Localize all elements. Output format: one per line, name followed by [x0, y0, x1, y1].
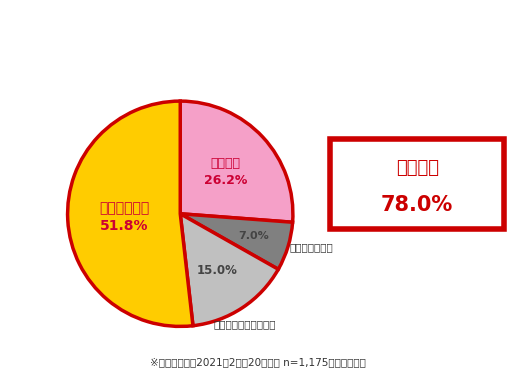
Text: 15.0%: 15.0%	[197, 264, 238, 277]
Text: 高まった
26.2%: 高まった 26.2%	[204, 157, 247, 187]
Text: やや高まった
51.8%: やや高まった 51.8%	[99, 201, 149, 233]
Text: ※ピップ調べ（2021年2月）20代男女 n=1,175（単一回答）: ※ピップ調べ（2021年2月）20代男女 n=1,175（単一回答）	[149, 357, 366, 368]
Text: ご自身の健康に対する意識が高まった: ご自身の健康に対する意識が高まった	[183, 45, 332, 60]
Wedge shape	[180, 214, 278, 326]
Text: 7.0%: 7.0%	[238, 231, 269, 241]
Wedge shape	[180, 101, 293, 222]
Wedge shape	[180, 214, 293, 269]
Text: あまり高まっていない: あまり高まっていない	[213, 320, 276, 330]
Text: 高まった: 高まった	[396, 159, 439, 177]
Wedge shape	[67, 101, 193, 326]
Text: 高まっていない: 高まっていない	[290, 242, 334, 252]
Text: 78.0%: 78.0%	[381, 195, 453, 215]
FancyBboxPatch shape	[330, 139, 504, 229]
Text: ＜図1＞2020年4月の新型コロナウイルス感染拡大後、: ＜図1＞2020年4月の新型コロナウイルス感染拡大後、	[135, 13, 380, 28]
